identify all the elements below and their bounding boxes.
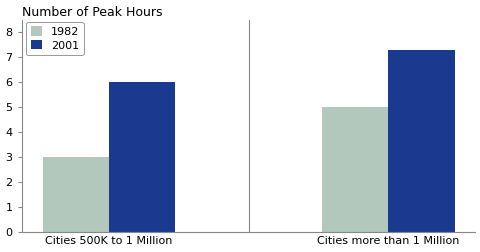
Text: Number of Peak Hours: Number of Peak Hours <box>22 6 162 19</box>
Bar <box>43 157 109 232</box>
Bar <box>387 50 454 232</box>
Legend: 1982, 2001: 1982, 2001 <box>26 22 84 55</box>
Bar <box>109 82 175 232</box>
Bar <box>321 107 387 232</box>
